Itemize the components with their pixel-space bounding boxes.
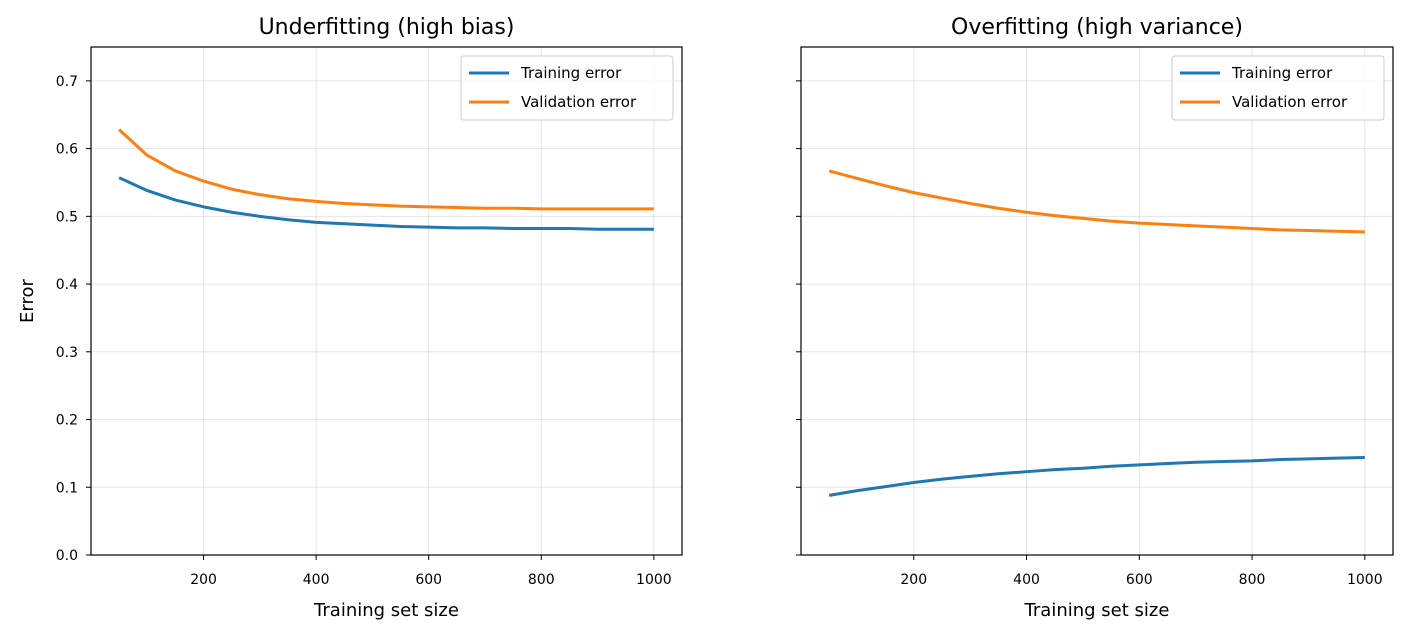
chart-title: Underfitting (high bias) [259, 15, 515, 40]
x-tick-label: 800 [1239, 572, 1266, 588]
legend: Training error Validation error [460, 55, 674, 121]
x-tick-label: 1000 [1347, 572, 1383, 588]
y-tick-label: 0.6 [56, 142, 78, 158]
y-tick-label: 0.3 [56, 345, 78, 361]
chart-panel-1: 200 400 600 800 1000 0.0 0.1 0.2 0.3 0.4 0.5 0.6 0.7… [17, 15, 683, 621]
y-tick-label: 0.4 [56, 277, 78, 293]
y-tick-label: 0.5 [56, 209, 78, 225]
chart-panel-2: 200 400 600 800 1000 Overfitting (high varian… [796, 15, 1394, 621]
x-tick-label: 1000 [636, 572, 672, 588]
x-tick-label: 600 [1126, 572, 1153, 588]
x-axis-label: Training set size [313, 600, 459, 621]
y-tick-label: 0.2 [56, 413, 78, 429]
y-tick-label: 0.0 [56, 548, 78, 564]
legend-label: Training error [520, 64, 622, 82]
legend-label: Validation error [521, 93, 637, 111]
y-tick-label: 0.1 [56, 480, 78, 496]
legend-box [460, 55, 674, 121]
y-tick-label: 0.7 [56, 74, 78, 90]
series-line-training-error [118, 176, 654, 231]
chart-title: Overfitting (high variance) [951, 15, 1243, 40]
legend-label: Training error [1231, 64, 1333, 82]
legend-label: Validation error [1232, 93, 1348, 111]
y-axis-label: Error [17, 278, 38, 322]
x-tick-label: 400 [303, 572, 330, 588]
x-axis-label: Training set size [1024, 600, 1170, 621]
plot-frame [800, 46, 1394, 556]
x-tick-label: 400 [1013, 572, 1040, 588]
plot-frame [90, 46, 683, 556]
legend: Training error Validation error [1171, 55, 1385, 121]
x-tick-label: 200 [190, 572, 217, 588]
x-tick-label: 600 [415, 572, 442, 588]
series-line-validation-error [828, 169, 1365, 234]
series-line-training-error [828, 455, 1365, 497]
x-tick-label: 800 [528, 572, 555, 588]
series-line-validation-error [118, 128, 654, 211]
legend-box [1171, 55, 1385, 121]
x-tick-label: 200 [900, 572, 927, 588]
